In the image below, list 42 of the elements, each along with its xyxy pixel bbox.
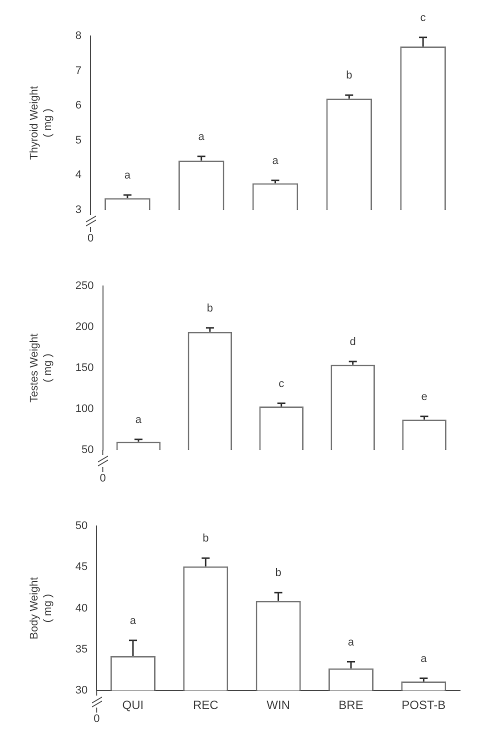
annotation: b — [202, 532, 209, 545]
x-tick-label: BRE — [338, 698, 364, 712]
y-tick-label: 5 — [75, 134, 82, 146]
y-axis-title: Testes Weight ( mg ) — [28, 334, 54, 402]
annotation: a — [124, 170, 132, 182]
y-axis-title: Thyroid Weight ( mg ) — [28, 86, 54, 160]
annotation: a — [198, 130, 206, 143]
annotation: a — [420, 652, 428, 665]
x-tick-label: REC — [192, 698, 219, 712]
annotation: c — [278, 378, 285, 390]
y-tick-label: 6 — [75, 100, 82, 112]
y-tick-label: 50 — [75, 520, 88, 532]
x-tick-label: QUI — [122, 698, 144, 712]
text: 0 — [100, 472, 106, 485]
annotation: a — [135, 414, 142, 426]
y-tick-label: 100 — [75, 403, 94, 416]
y-tick-label: 50 — [82, 444, 94, 456]
annotation: a — [130, 614, 137, 627]
y-tick-label: 4 — [75, 169, 82, 182]
annotation: e — [421, 390, 428, 403]
annotation: b — [275, 567, 282, 580]
y-tick-label: 35 — [75, 643, 88, 656]
text: 0 — [94, 713, 100, 726]
text: 0 — [87, 232, 94, 245]
y-tick-label: 150 — [75, 362, 94, 374]
y-tick-label: 250 — [75, 280, 94, 292]
y-tick-label: 40 — [75, 602, 88, 614]
text: c — [420, 12, 426, 24]
y-tick-label: 7 — [75, 64, 82, 77]
y-tick-label: 3 — [75, 204, 82, 216]
y-tick-label: 45 — [75, 561, 88, 574]
annotation: d — [350, 336, 356, 348]
annotation: b — [206, 302, 213, 314]
annotation: a — [348, 636, 355, 648]
x-tick-label: WIN — [266, 698, 290, 712]
y-tick-label: 200 — [75, 321, 94, 334]
y-tick-label: 8 — [75, 30, 82, 42]
y-axis-title: Body Weight ( mg ) — [28, 577, 54, 640]
x-tick-label: POST-B — [402, 698, 446, 712]
annotation: b — [346, 70, 352, 82]
annotation: a — [272, 154, 280, 167]
y-tick-label: 30 — [75, 684, 88, 697]
